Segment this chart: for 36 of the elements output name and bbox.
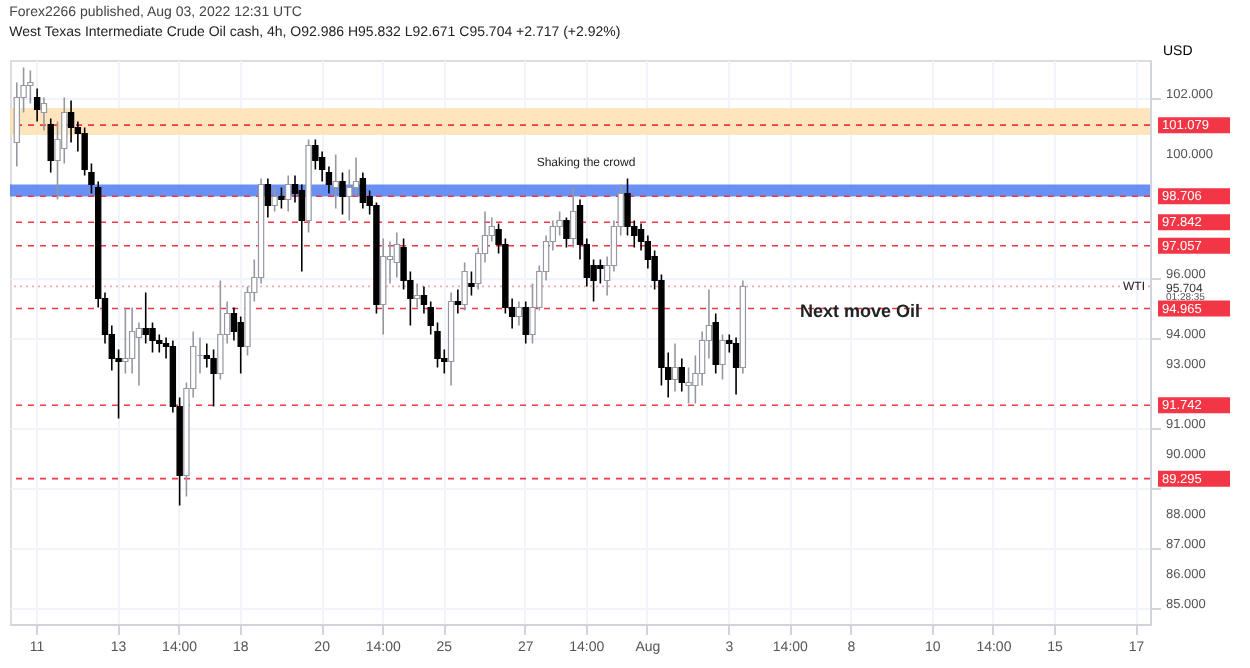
candlestick: [570, 186, 577, 249]
candlestick: [563, 216, 570, 249]
candlestick: [33, 87, 41, 123]
candlestick: [264, 177, 272, 219]
candlestick: [719, 333, 726, 381]
candlestick: [597, 258, 604, 285]
candlestick: [122, 306, 129, 375]
candlestick: [47, 117, 54, 174]
candlestick: [210, 348, 217, 408]
candlestick: [285, 174, 292, 213]
candlestick: [142, 291, 149, 345]
annotation: Next move Oil: [800, 300, 921, 321]
candlestick: [685, 366, 692, 405]
candlestick: [359, 171, 367, 210]
candlestick: [298, 183, 305, 273]
candlestick: [217, 279, 224, 381]
candlestick: [380, 237, 387, 336]
candlestick: [712, 312, 719, 375]
candlestick: [27, 69, 34, 105]
candlestick: [732, 336, 740, 396]
candlestick: [332, 153, 339, 210]
candlestick: [468, 270, 475, 297]
candlestick: [515, 300, 523, 327]
candlestick: [678, 357, 685, 393]
candlestick: [671, 342, 679, 393]
candlestick: [339, 171, 346, 216]
candlestick: [393, 231, 400, 279]
candlestick: [237, 315, 244, 375]
candlestick: [454, 288, 462, 315]
candlestick: [461, 261, 468, 312]
candlestick: [413, 282, 421, 309]
candlestick: [271, 186, 278, 213]
candlestick: [67, 99, 75, 144]
candlestick: [522, 300, 529, 345]
candlestick: [278, 186, 285, 210]
candlestick: [40, 96, 48, 132]
